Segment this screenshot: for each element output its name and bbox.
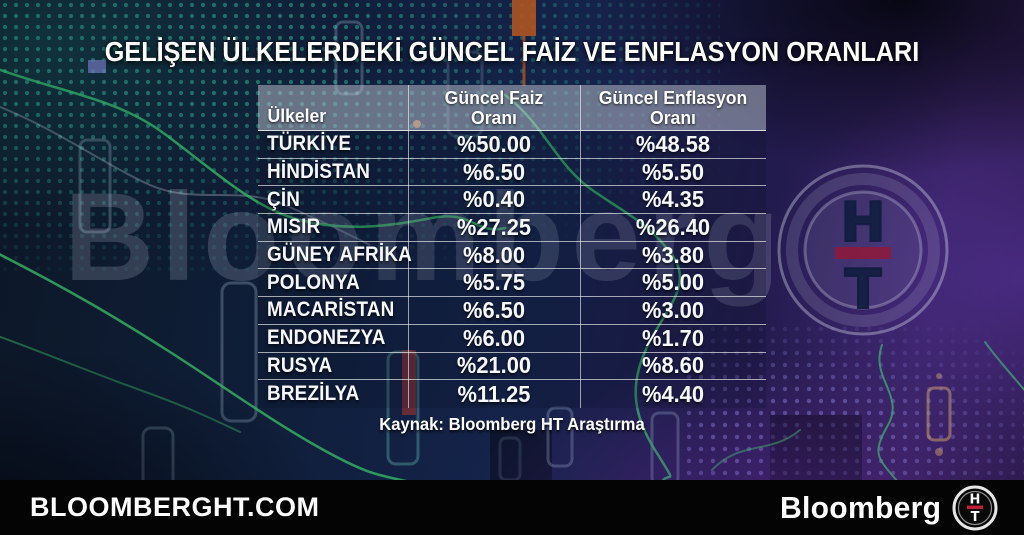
ht-watermark-icon: H T — [777, 164, 949, 336]
column-divider — [580, 85, 581, 408]
country-cell: GÜNEY AFRİKA — [267, 243, 412, 267]
country-cell: POLONYA — [267, 270, 360, 294]
table-row: HİNDİSTAN %6.50 %5.50 — [258, 159, 766, 187]
inflation-rate-cell: %4.40 — [642, 380, 704, 407]
ht-logo-icon: H T — [952, 485, 998, 530]
inflation-rate-cell: %3.00 — [642, 296, 704, 323]
inflation-rate-cell: %3.80 — [642, 241, 704, 268]
column-divider — [408, 85, 409, 408]
site-url: BLOOMBERGHT.COM — [30, 492, 320, 522]
inflation-rate-cell: %1.70 — [642, 324, 704, 351]
rates-table: Ülkeler Güncel Faiz Oranı Güncel Enflasyo… — [258, 85, 766, 408]
inflation-rate-cell: %26.40 — [635, 213, 711, 240]
table-row: BREZİLYA %11.25 %4.40 — [258, 380, 766, 408]
interest-rate-cell: %11.25 — [457, 380, 531, 407]
inflation-rate-cell: %5.00 — [642, 269, 704, 296]
source-note: Kaynak: Bloomberg HT Araştırma — [379, 414, 645, 434]
table-row: MISIR %27.25 %26.40 — [258, 214, 766, 242]
svg-text:T: T — [845, 258, 882, 321]
bloomberg-ht-brand: Bloomberg H T — [775, 485, 998, 531]
inflation-rate-cell: %48.58 — [635, 130, 711, 157]
table-row: MACARİSTAN %6.50 %3.00 — [258, 297, 766, 325]
inflation-rate-cell: %8.60 — [642, 352, 704, 379]
interest-rate-cell: %0.40 — [463, 186, 525, 213]
interest-rate-cell: %8.00 — [463, 241, 525, 268]
interest-rate-cell: %27.25 — [456, 213, 532, 240]
country-cell: MISIR — [267, 215, 321, 239]
table-row: ÇİN %0.40 %4.35 — [258, 186, 766, 215]
country-cell: ENDONEZYA — [267, 326, 386, 350]
table-body: TÜRKİYE %50.00 %48.58 HİNDİSTAN %6.50 %5.50 … — [258, 131, 766, 408]
header-inflation-rate: Güncel Enflasyon Oranı — [598, 86, 748, 128]
svg-text:H: H — [840, 191, 885, 254]
bloomberg-logo: Bloomberg — [779, 489, 941, 525]
interest-rate-cell: %21.00 — [456, 352, 532, 379]
interest-rate-cell: %5.75 — [463, 269, 525, 296]
inflation-rate-cell: %5.50 — [642, 158, 704, 185]
table-row: GÜNEY AFRİKA %8.00 %3.80 — [258, 242, 766, 270]
interest-rate-cell: %50.00 — [456, 130, 532, 157]
interest-rate-cell: %6.50 — [463, 296, 525, 323]
table-row: TÜRKİYE %50.00 %48.58 — [258, 131, 766, 159]
footer-bar: BLOOMBERGHT.COM Bloomberg H T — [0, 480, 1024, 535]
interest-rate-cell: %6.50 — [463, 158, 525, 185]
svg-text:T: T — [971, 510, 980, 525]
country-cell: TÜRKİYE — [267, 132, 352, 156]
inflation-rate-cell: %4.35 — [642, 186, 704, 213]
table-row: ENDONEZYA %6.00 %1.70 — [258, 325, 766, 353]
country-cell: BREZİLYA — [267, 382, 360, 406]
table-row: POLONYA %5.75 %5.00 — [258, 269, 766, 298]
country-cell: MACARİSTAN — [267, 298, 395, 322]
svg-text:H: H — [970, 492, 981, 507]
table-header-row: Ülkeler Güncel Faiz Oranı Güncel Enflasyo… — [258, 85, 766, 131]
interest-rate-cell: %6.00 — [463, 324, 525, 351]
header-countries: Ülkeler — [267, 105, 327, 126]
header-interest-rate: Güncel Faiz Oranı — [444, 86, 544, 128]
page-title: GELİŞEN ÜLKELERDEKİ GÜNCEL FAİZ VE ENFLA… — [104, 36, 920, 67]
country-cell: RUSYA — [267, 353, 333, 377]
country-cell: HİNDİSTAN — [267, 160, 371, 184]
country-cell: ÇİN — [267, 187, 301, 211]
table-row: RUSYA %21.00 %8.60 — [258, 352, 766, 381]
